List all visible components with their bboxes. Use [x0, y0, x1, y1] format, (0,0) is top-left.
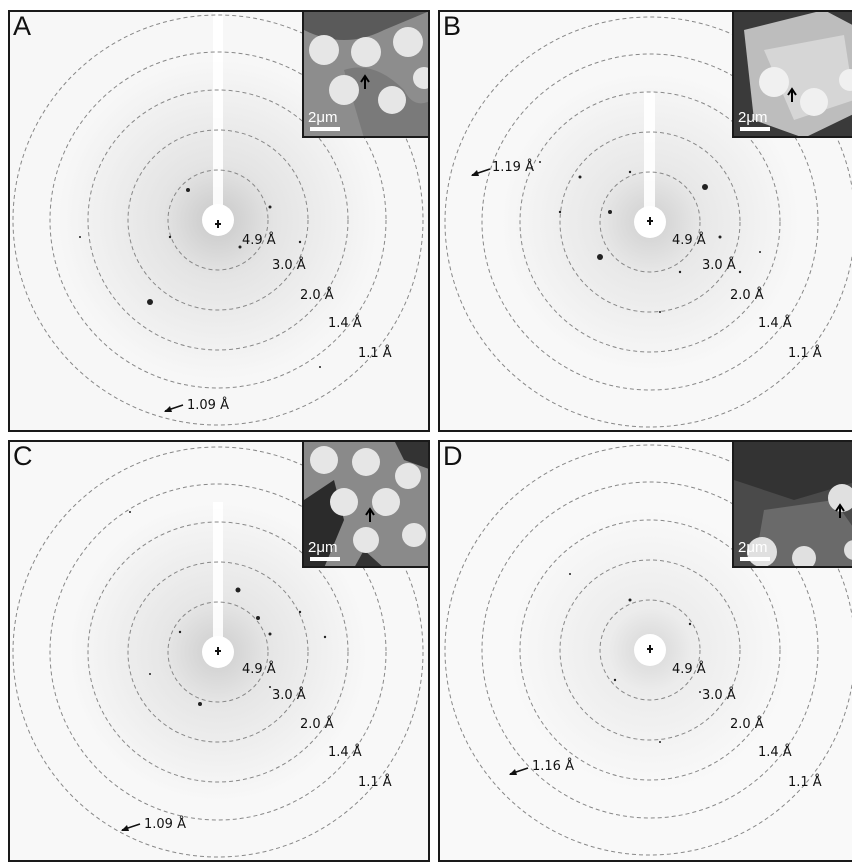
ring-label: 2.0 Å	[300, 717, 334, 732]
ring-label: 1.1 Å	[788, 775, 822, 790]
scale-bar	[310, 127, 340, 131]
ring-label: 3.0 Å	[702, 258, 736, 273]
panel-letter: B	[443, 11, 462, 41]
ring-label: 1.1 Å	[358, 775, 392, 790]
arrow-icon	[164, 404, 184, 412]
tem-inset-image: 2μm	[302, 442, 428, 568]
ring-label: 1.4 Å	[758, 745, 792, 760]
scale-bar-label: 2μm	[308, 539, 338, 556]
panel-d: D 4.9 Å 3.0 Å 2.0 Å 1.4 Å 1.1 Å 1.16 Å 2…	[438, 440, 852, 862]
ring-label: 1.4 Å	[758, 316, 792, 331]
ring-label: 4.9 Å	[242, 233, 276, 248]
max-resolution-label: 1.19 Å	[492, 160, 534, 175]
ring-label: 3.0 Å	[272, 258, 306, 273]
panel-b: B 4.9 Å 3.0 Å 2.0 Å 1.4 Å 1.1 Å 1.19 Å 2…	[438, 10, 852, 432]
ring-label: 4.9 Å	[672, 233, 706, 248]
scale-bar	[310, 557, 340, 561]
scale-bar	[740, 127, 770, 131]
panel-letter: D	[443, 441, 463, 471]
panel-letter: C	[13, 441, 33, 471]
panel-c: C 4.9 Å 3.0 Å 2.0 Å 1.4 Å 1.1 Å 1.09 Å 2…	[8, 440, 430, 862]
tem-inset-image: 2μm	[732, 12, 852, 138]
ring-label: 1.1 Å	[358, 346, 392, 361]
ring-label: 1.1 Å	[788, 346, 822, 361]
tem-inset-image: 2μm	[732, 442, 852, 568]
max-resolution-label: 1.16 Å	[532, 759, 574, 774]
ring-label: 2.0 Å	[730, 717, 764, 732]
scale-bar-label: 2μm	[738, 109, 768, 126]
tem-inset-image: 2μm	[302, 12, 428, 138]
scale-bar-label: 2μm	[308, 109, 338, 126]
scale-bar-label: 2μm	[738, 539, 768, 556]
panel-letter: A	[13, 11, 32, 41]
arrow-icon	[509, 767, 529, 775]
ring-label: 2.0 Å	[300, 288, 334, 303]
ring-label: 1.4 Å	[328, 745, 362, 760]
ring-label: 4.9 Å	[672, 662, 706, 677]
ring-label: 3.0 Å	[702, 688, 736, 703]
ring-label: 4.9 Å	[242, 662, 276, 677]
max-resolution-label: 1.09 Å	[187, 398, 229, 413]
ring-label: 1.4 Å	[328, 316, 362, 331]
arrow-icon	[121, 823, 141, 831]
max-resolution-label: 1.09 Å	[144, 817, 186, 832]
ring-label: 2.0 Å	[730, 288, 764, 303]
panel-a: A 4.9 Å 3.0 Å 2.0 Å 1.4 Å 1.1 Å 1.09 Å 2…	[8, 10, 430, 432]
scale-bar	[740, 557, 770, 561]
arrow-icon	[471, 168, 491, 176]
ring-label: 3.0 Å	[272, 688, 306, 703]
